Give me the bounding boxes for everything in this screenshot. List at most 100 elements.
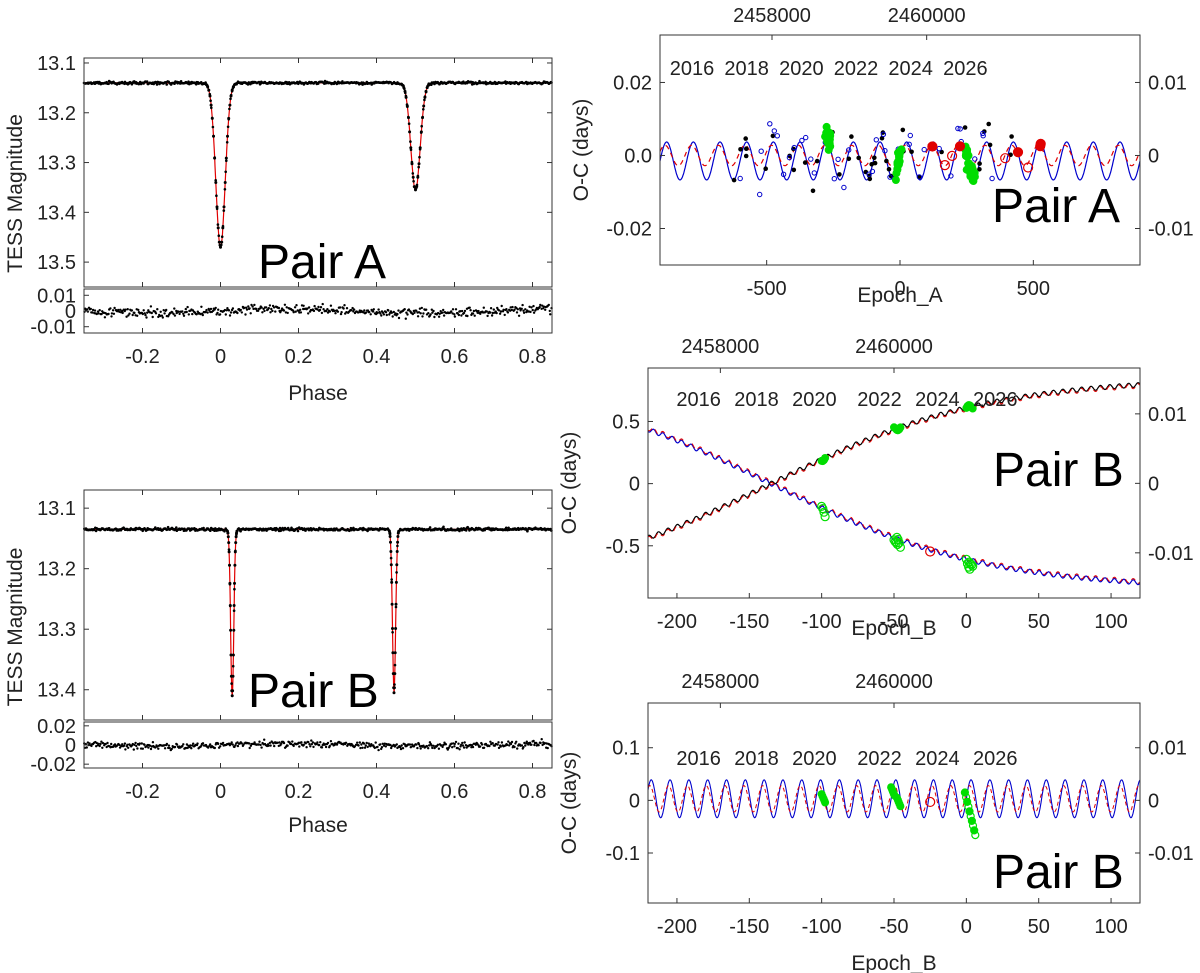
data-point: [213, 529, 216, 532]
data-point: [423, 98, 426, 102]
oc-point-blue: [880, 131, 887, 138]
ocB2-panel: 0.1 0 -0.1 0.01 0 -0.01 -200 -150 -100 -50 0 50 100 2…: [558, 671, 1194, 973]
residual-point: [148, 744, 152, 747]
residual-point: [367, 742, 370, 745]
residual-point: [384, 745, 387, 748]
oc-point-green-open: [816, 501, 827, 511]
residual-point: [516, 747, 519, 750]
oc-point-black: [872, 155, 877, 161]
residual-point: [149, 747, 153, 751]
residual-point: [223, 308, 227, 312]
pair-label: Pair B: [248, 665, 379, 718]
lcA-panel: 13.113.213.313.413.50.010-0.01-0.2 0 0.2 0.…: [4, 53, 553, 405]
oc-point-blue: [907, 132, 913, 139]
oc-point-blue: [737, 175, 743, 182]
data-point: [407, 116, 410, 120]
residual-point: [462, 311, 466, 315]
data-point: [227, 541, 231, 545]
residual-point: [109, 307, 112, 310]
residual-point: [499, 745, 502, 748]
oc-point-blue: [803, 134, 809, 141]
residual-point: [472, 309, 476, 313]
x-tick-label: -100: [802, 611, 842, 633]
residual-point: [123, 742, 127, 745]
residual-point: [368, 310, 371, 314]
residual-point: [454, 740, 458, 744]
oc-point-green-open: [890, 537, 900, 547]
x-tick-label: 0.4: [363, 781, 391, 803]
residual-point: [444, 743, 448, 746]
data-point: [425, 86, 429, 90]
jd-tick-label: 2458000: [733, 5, 811, 27]
residual-point: [544, 308, 547, 311]
right-tick-label: -0.01: [1148, 218, 1194, 240]
residual-point: [450, 742, 453, 745]
residual-point: [532, 304, 535, 308]
red-model-curve: [659, 144, 1141, 167]
oc-point-blue: [786, 154, 793, 161]
residual-point: [269, 311, 272, 314]
year-label: 2020: [779, 58, 824, 80]
residual-point: [325, 309, 328, 313]
data-point: [423, 95, 427, 99]
residual-point: [522, 309, 525, 312]
residual-point: [99, 742, 102, 746]
residual-point: [184, 307, 187, 311]
residual-tick-label: 0: [65, 735, 76, 757]
x-tick-label: -150: [729, 611, 769, 633]
residual-point: [382, 744, 386, 747]
residual-point: [359, 746, 362, 750]
residual-point: [286, 744, 289, 747]
residual-point: [103, 316, 107, 319]
residual-point: [545, 742, 548, 745]
residual-point: [422, 312, 425, 315]
residual-point: [470, 744, 474, 747]
residual-point: [503, 313, 506, 317]
residual-point: [121, 311, 124, 315]
oc-point-blue: [758, 148, 764, 154]
oc-point-black: [884, 158, 889, 164]
data-point: [464, 529, 468, 532]
residual-point: [200, 305, 203, 308]
y-tick-label: -0.5: [606, 536, 640, 558]
residual-point: [548, 309, 551, 313]
data-point: [428, 82, 431, 86]
residual-point: [107, 312, 110, 316]
residual-point: [294, 310, 297, 313]
y-tick-label: 13.4: [37, 680, 76, 702]
data-point: [233, 563, 237, 567]
residual-point: [506, 743, 509, 747]
residual-point: [236, 744, 240, 748]
residual-point: [333, 309, 336, 313]
residual-point: [480, 743, 484, 746]
data-point: [107, 82, 110, 86]
oc-point-green-open: [819, 507, 829, 517]
residual-point: [482, 306, 485, 309]
residual-point: [190, 747, 193, 750]
year-label: 2018: [724, 58, 769, 80]
residual-point: [284, 311, 288, 314]
data-point: [405, 104, 409, 108]
residual-point: [145, 316, 148, 319]
residual-point: [261, 311, 264, 314]
oc-points: [817, 783, 980, 840]
residual-point: [95, 745, 98, 748]
oc-point-blue: [957, 126, 963, 132]
residual-point: [113, 743, 117, 746]
residual-point: [401, 747, 405, 750]
oc-point-black: [846, 156, 852, 162]
data-point: [390, 578, 394, 581]
residual-point: [191, 312, 194, 316]
year-label: 2026: [973, 748, 1018, 770]
residual-point: [168, 746, 171, 750]
residual-point: [122, 744, 126, 747]
residual-point: [357, 744, 360, 747]
oc-point-green: [891, 176, 900, 184]
data-point: [222, 205, 226, 209]
data-point: [219, 245, 222, 249]
x-tick-label: 0: [961, 916, 972, 938]
residual-point: [161, 316, 164, 319]
data-point: [232, 628, 236, 632]
oc-point-black: [810, 188, 816, 194]
residual-tick-label: -0.01: [30, 317, 76, 339]
